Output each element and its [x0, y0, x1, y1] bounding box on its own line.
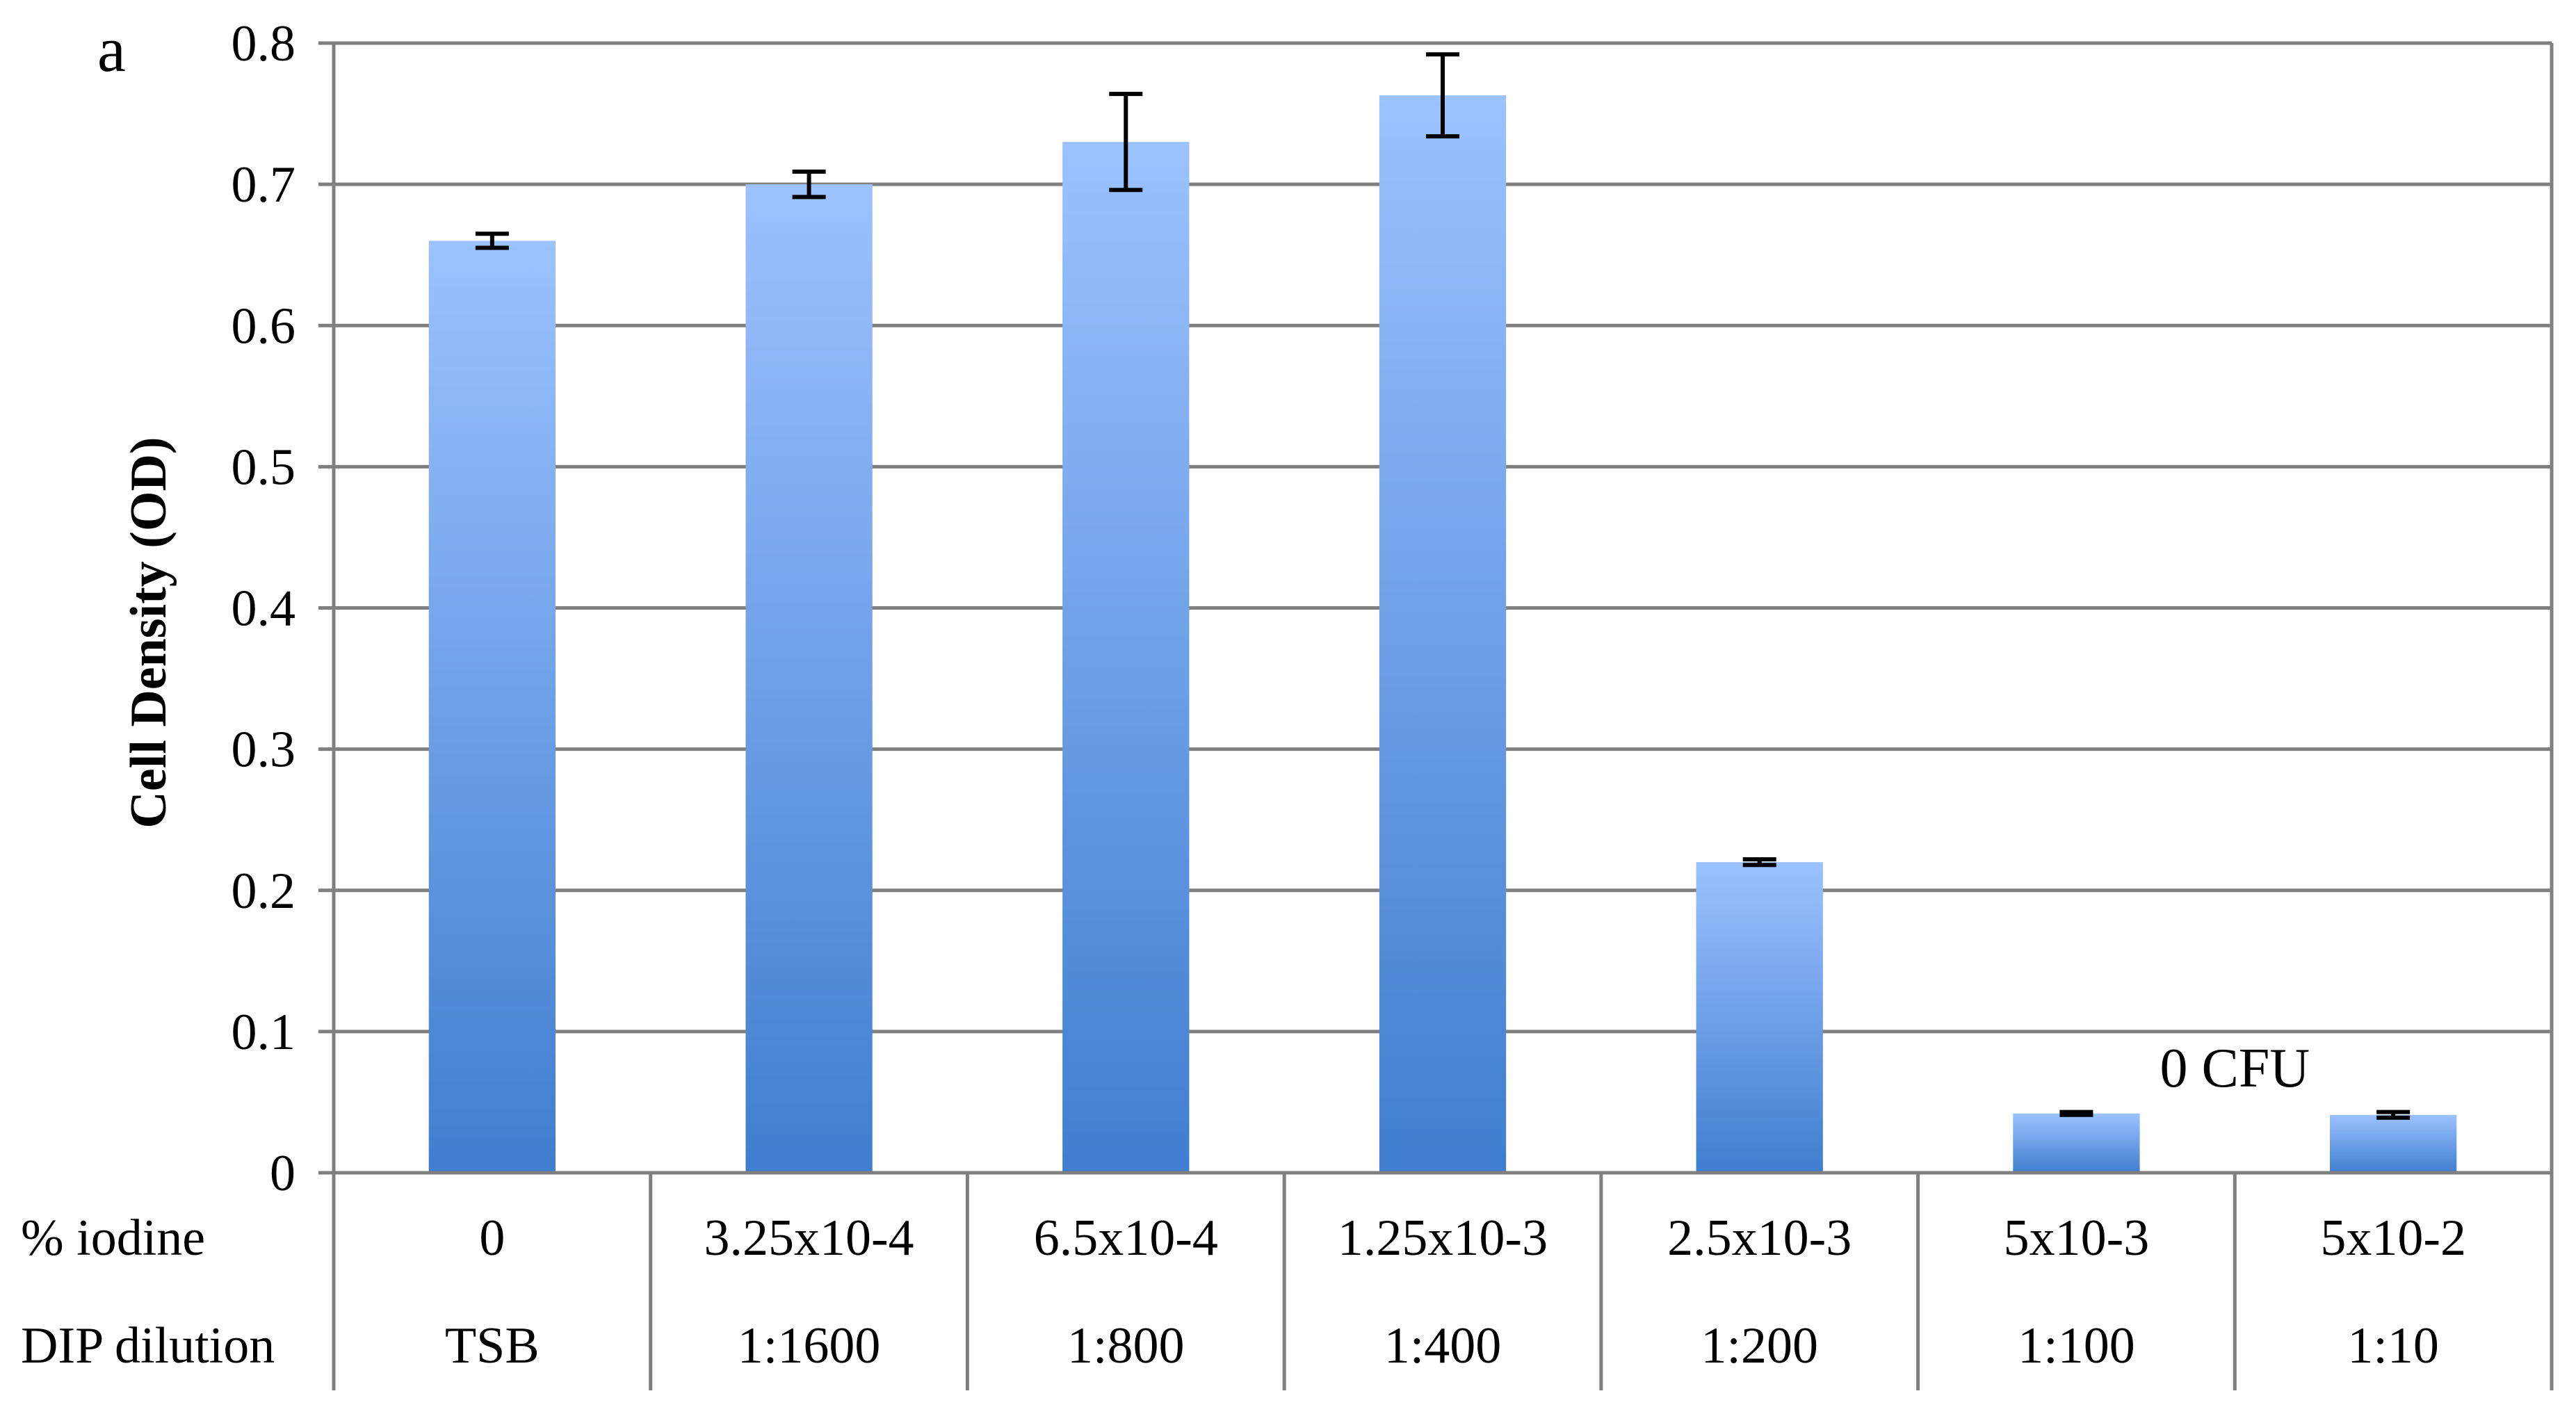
annotation-label: 0 CFU — [2160, 1038, 2310, 1099]
panel-label: a — [97, 14, 126, 85]
bars — [428, 95, 2457, 1173]
y-tick-label: 0.4 — [232, 580, 296, 637]
error-bar — [1742, 857, 1776, 868]
bar — [745, 184, 873, 1173]
y-tick-label: 0.6 — [232, 298, 296, 355]
category-label: 5x10-2 — [2320, 1210, 2466, 1267]
annotations: 0 CFU — [2160, 1038, 2310, 1099]
category-label: 3.25x10-4 — [704, 1210, 914, 1267]
bar — [2330, 1114, 2457, 1173]
category-label: 5x10-3 — [2004, 1210, 2150, 1267]
error-bar — [792, 169, 826, 200]
bar — [1696, 862, 1823, 1173]
category-table: % iodine 0 3.25x10-4 6.5x10-4 1.25x10-3 2.5x1… — [21, 1210, 2466, 1374]
y-tick-labels: 0 0.1 0.2 0.3 0.4 0.5 0.6 0.7 0.8 — [232, 15, 296, 1202]
axes — [318, 41, 2554, 1390]
bar — [1062, 142, 1190, 1173]
y-tick-label: 0.2 — [232, 863, 296, 920]
y-axis-title: Cell Density (OD) — [120, 437, 177, 828]
y-tick-label: 0.1 — [232, 1004, 296, 1061]
y-tick-label: 0.5 — [232, 439, 296, 496]
category-label: 6.5x10-4 — [1034, 1210, 1218, 1267]
category-row-header: DIP dilution — [21, 1317, 275, 1374]
category-label: 1:400 — [1384, 1317, 1502, 1374]
error-bar — [1426, 52, 1459, 139]
category-label: 1.25x10-3 — [1338, 1210, 1548, 1267]
error-bar — [1109, 92, 1143, 193]
y-tick-label: 0.7 — [232, 156, 296, 213]
error-bar — [2059, 1110, 2093, 1117]
bar — [1379, 95, 1507, 1173]
category-label: TSB — [445, 1317, 540, 1374]
error-bar — [475, 231, 509, 250]
bar — [2013, 1113, 2140, 1173]
category-label: 2.5x10-3 — [1667, 1210, 1852, 1267]
category-label: 1:200 — [1701, 1317, 1818, 1374]
category-label: 1:800 — [1067, 1317, 1185, 1374]
bar — [428, 241, 556, 1173]
category-row-header: % iodine — [21, 1210, 205, 1267]
error-bar — [2376, 1110, 2411, 1120]
category-label: 1:10 — [2347, 1317, 2439, 1374]
y-tick-label: 0.8 — [232, 15, 296, 72]
y-tick-label: 0 — [270, 1145, 295, 1202]
category-label: 0 — [479, 1210, 505, 1267]
category-label: 1:1600 — [738, 1317, 881, 1374]
error-bars — [475, 52, 2411, 1120]
category-label: 1:100 — [2018, 1317, 2135, 1374]
y-tick-label: 0.3 — [232, 722, 296, 779]
